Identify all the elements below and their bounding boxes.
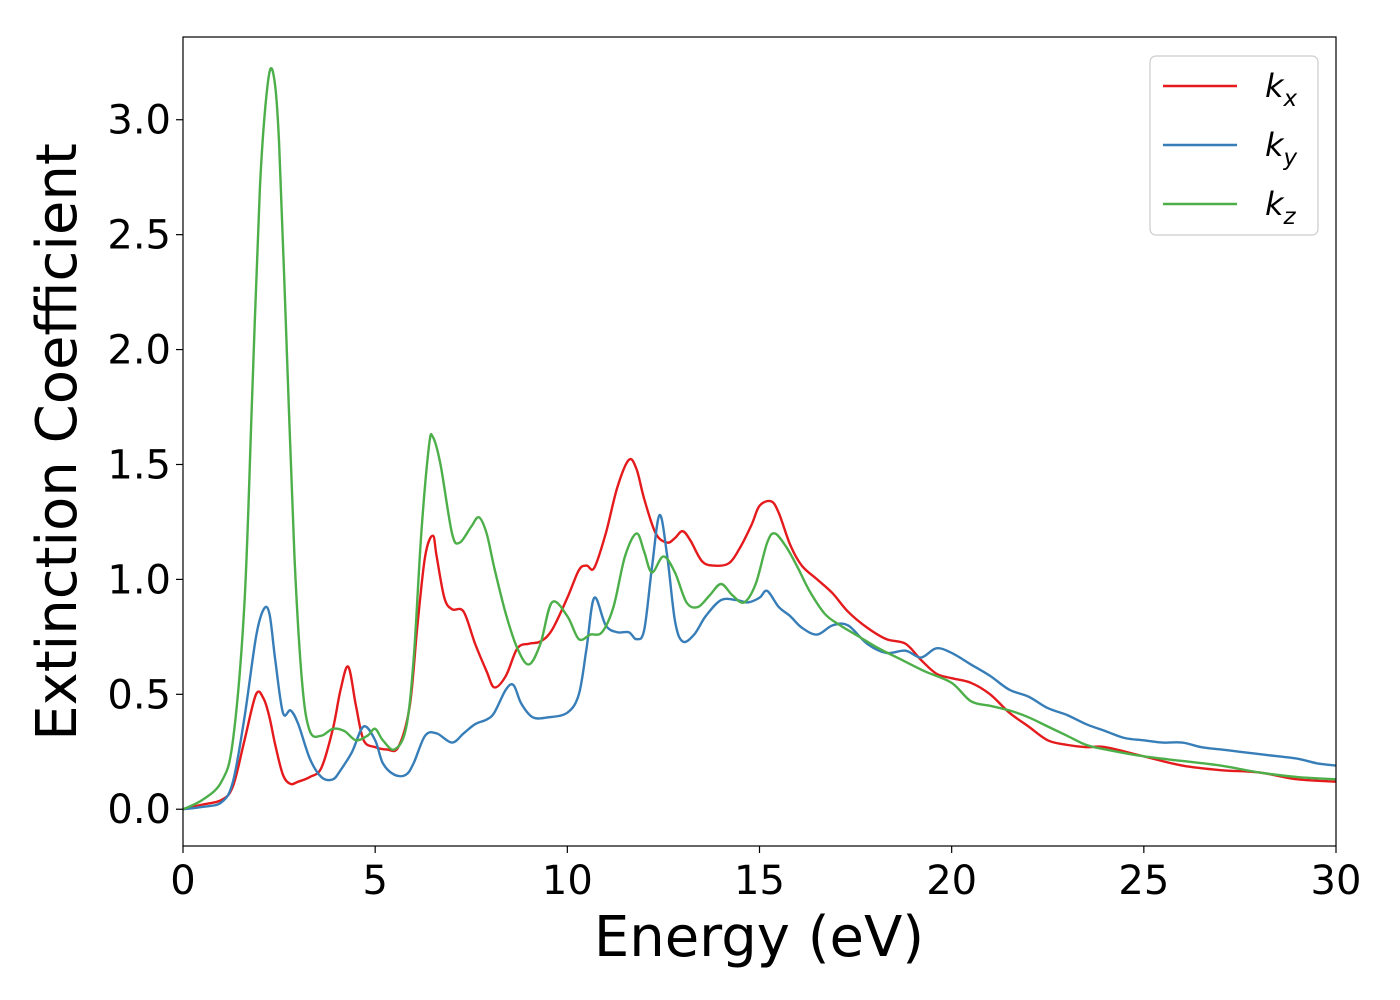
x-axis: 0 5 10 15 20 25 30 (170, 846, 1361, 904)
x-tick-label: 10 (542, 858, 593, 904)
y-tick-label: 2.5 (107, 213, 171, 259)
x-tick-label: 20 (926, 858, 977, 904)
series-layer (183, 66, 1336, 811)
y-axis: 0.0 0.5 1.0 1.5 2.0 2.5 3.0 (107, 98, 183, 833)
y-tick-label: 1.0 (107, 557, 171, 603)
y-tick-label: 2.0 (107, 328, 171, 374)
x-tick-label: 5 (362, 858, 387, 904)
x-tick-label: 15 (734, 858, 785, 904)
x-tick-label: 30 (1311, 858, 1362, 904)
y-tick-label: 3.0 (107, 98, 171, 144)
x-tick-label: 0 (170, 858, 195, 904)
legend: kx ky kz (1149, 55, 1319, 236)
legend-label-kz: kz (1265, 185, 1297, 230)
x-axis-label: Energy (eV) (594, 905, 924, 970)
legend-label-ky: ky (1265, 126, 1298, 171)
series-line-kz (183, 66, 1336, 811)
plot-background (183, 37, 1336, 846)
legend-label-kx: kx (1265, 67, 1298, 112)
y-axis-label: Extinction Coefficient (25, 143, 90, 741)
x-tick-label: 25 (1118, 858, 1169, 904)
series-line-ky (183, 513, 1336, 811)
y-tick-label: 0.5 (107, 672, 171, 718)
y-tick-label: 1.5 (107, 442, 171, 488)
y-tick-label: 0.0 (107, 787, 171, 833)
